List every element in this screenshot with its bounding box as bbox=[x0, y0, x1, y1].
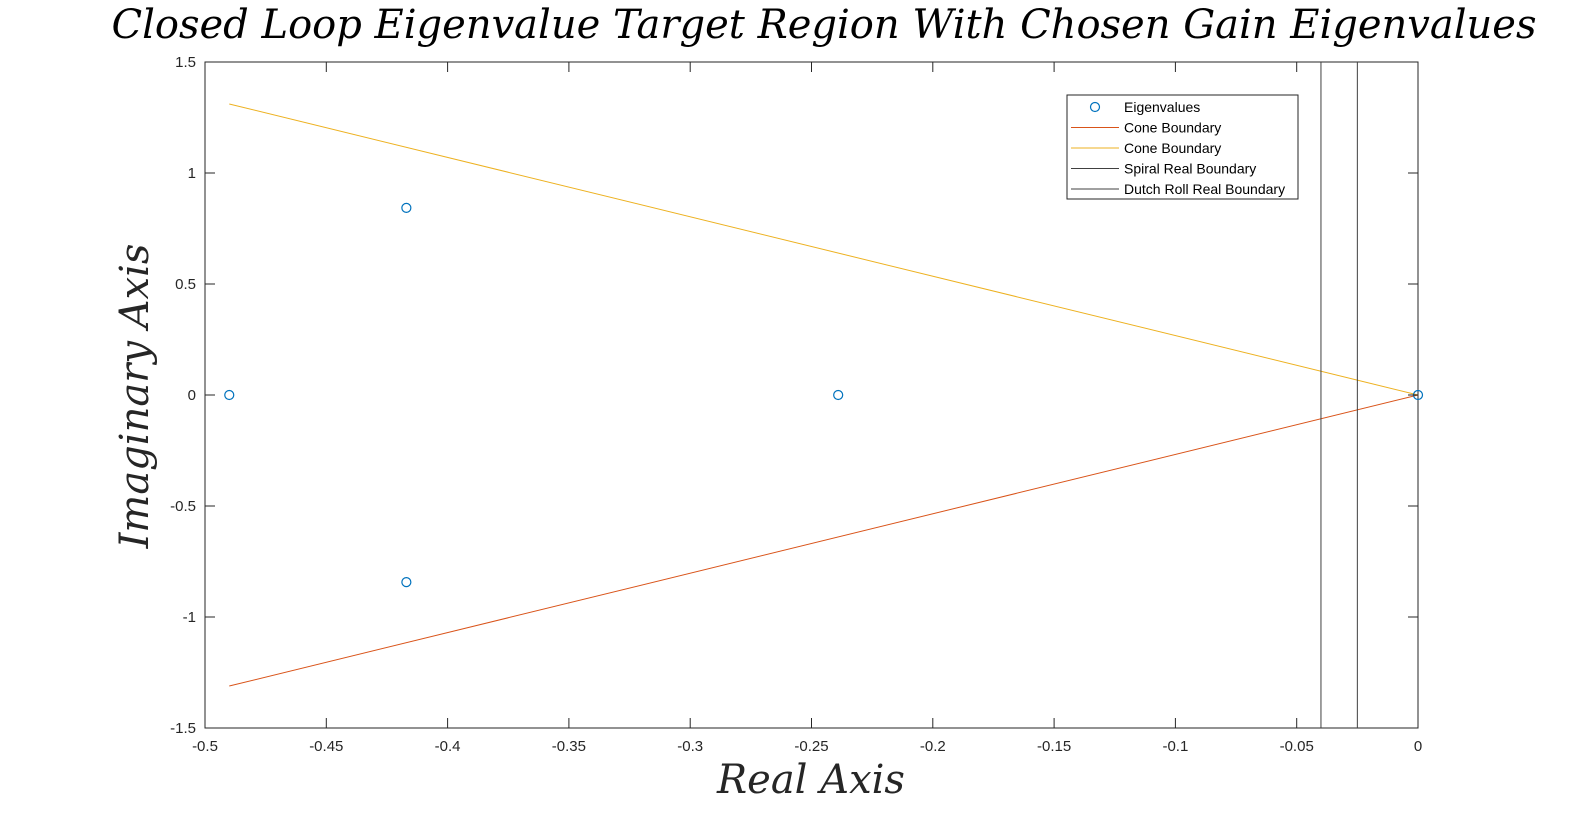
y-tick-label: 1 bbox=[188, 165, 196, 182]
eigenvalue-point-1 bbox=[224, 389, 235, 401]
eigenvalue-point-2 bbox=[833, 389, 844, 401]
series-line-2 bbox=[229, 103, 1419, 396]
x-tick-label: -0.15 bbox=[1037, 738, 1071, 755]
x-tick-label: -0.1 bbox=[1162, 738, 1188, 755]
legend: Eigenvalues Cone Boundary Cone Boundary Spi… bbox=[1066, 94, 1299, 200]
y-tick-label: 0 bbox=[188, 387, 196, 404]
x-axis: -0.5 -0.45 -0.4 -0.35 -0.3 -0.25 -0.2 -0.15 -0.1… bbox=[192, 62, 1422, 755]
y-axis: -1.5 -1 -0.5 0 0.5 1 1.5 bbox=[170, 54, 1418, 737]
x-tick-label: -0.5 bbox=[192, 738, 218, 755]
y-tick-label: 0.5 bbox=[175, 276, 196, 293]
x-tick-label: -0.35 bbox=[552, 738, 586, 755]
legend-label-0: Eigenvalues bbox=[1124, 99, 1200, 115]
chart-title: Closed Loop Eigenvalue Target Region Wit… bbox=[112, 2, 1537, 48]
legend-label-1: Cone Boundary bbox=[1124, 120, 1221, 136]
legend-label-3: Spiral Real Boundary bbox=[1124, 161, 1256, 177]
x-tick-label: -0.2 bbox=[920, 738, 946, 755]
eigenvalue-point-3 bbox=[401, 577, 412, 588]
x-tick-label: -0.3 bbox=[677, 738, 703, 755]
eigenvalue-point-0 bbox=[401, 202, 412, 213]
y-tick-label: -0.5 bbox=[170, 498, 196, 515]
legend-box bbox=[1066, 94, 1299, 200]
x-tick-label: -0.45 bbox=[309, 738, 343, 755]
x-tick-label: -0.25 bbox=[794, 738, 828, 755]
y-tick-label: 1.5 bbox=[175, 54, 196, 71]
x-tick-label: 0 bbox=[1414, 738, 1422, 755]
x-tick-label: -0.4 bbox=[435, 738, 461, 755]
legend-marker-0 bbox=[1089, 101, 1101, 113]
x-axis-label: Real Axis bbox=[716, 757, 905, 803]
x-tick-label: -0.05 bbox=[1280, 738, 1314, 755]
legend-label-2: Cone Boundary bbox=[1124, 140, 1221, 156]
y-tick-label: -1 bbox=[183, 609, 196, 626]
y-axis-label: Imaginary Axis bbox=[112, 244, 158, 550]
y-tick-label: -1.5 bbox=[170, 720, 196, 737]
series-line-1 bbox=[229, 394, 1419, 687]
legend-label-4: Dutch Roll Real Boundary bbox=[1124, 181, 1285, 197]
